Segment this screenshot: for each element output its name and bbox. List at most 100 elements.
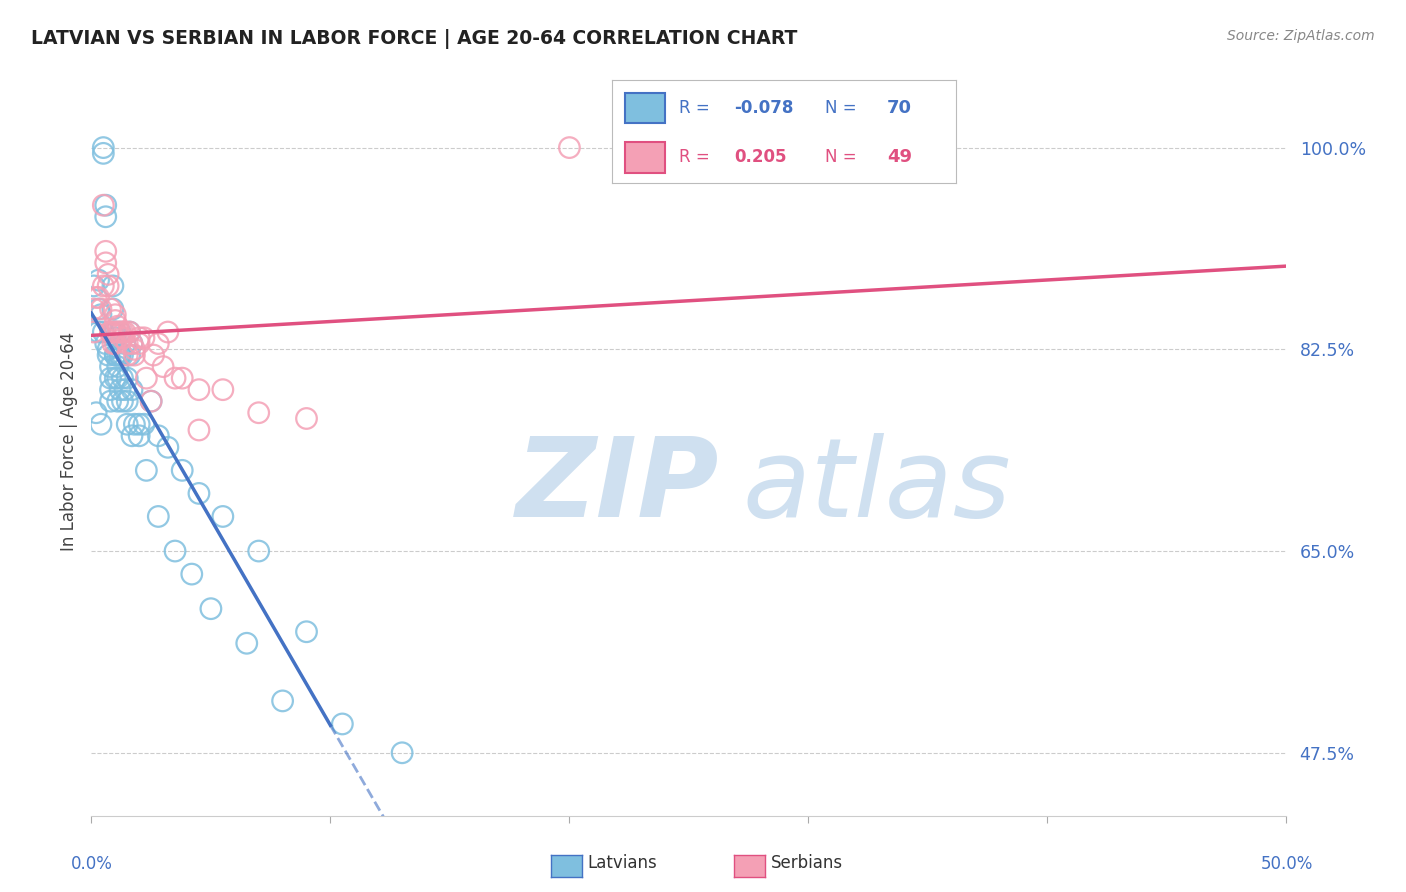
Point: [124, 343, 146, 357]
Point: [111, 394, 134, 409]
Point: [172, 371, 194, 385]
Text: ZIP: ZIP: [516, 433, 718, 540]
Point: [108, 383, 131, 397]
Point: [94, 256, 117, 270]
Text: Latvians: Latvians: [588, 855, 658, 872]
Point: [100, 394, 122, 409]
Point: [132, 417, 155, 432]
Point: [97, 268, 120, 282]
Point: [83, 325, 105, 339]
Text: LATVIAN VS SERBIAN IN LABOR FORCE | AGE 20-64 CORRELATION CHART: LATVIAN VS SERBIAN IN LABOR FORCE | AGE …: [31, 29, 797, 49]
Point: [118, 348, 141, 362]
Text: N =: N =: [825, 148, 856, 166]
Point: [114, 325, 136, 339]
Point: [107, 394, 129, 409]
Point: [104, 371, 127, 385]
Point: [121, 429, 143, 443]
Point: [107, 319, 129, 334]
Text: R =: R =: [679, 99, 710, 117]
Point: [141, 394, 162, 409]
Text: 50.0%: 50.0%: [1260, 855, 1313, 873]
Point: [104, 331, 127, 345]
Point: [100, 325, 122, 339]
Point: [118, 325, 141, 339]
Point: [97, 343, 120, 357]
Point: [114, 383, 136, 397]
Point: [90, 417, 112, 432]
Point: [128, 417, 150, 432]
Point: [100, 301, 122, 316]
FancyBboxPatch shape: [626, 93, 665, 123]
Point: [104, 308, 127, 322]
Point: [111, 348, 134, 362]
Point: [332, 717, 354, 731]
Point: [87, 290, 110, 304]
Point: [90, 308, 112, 322]
Point: [84, 290, 107, 304]
Point: [247, 406, 270, 420]
Point: [187, 423, 211, 437]
Text: Serbians: Serbians: [770, 855, 842, 872]
Point: [142, 348, 165, 362]
Point: [108, 348, 131, 362]
Point: [156, 325, 179, 339]
Point: [100, 371, 122, 385]
Point: [107, 325, 129, 339]
Point: [104, 348, 127, 362]
Point: [97, 348, 120, 362]
Point: [148, 429, 170, 443]
Point: [100, 325, 122, 339]
Point: [211, 383, 233, 397]
Point: [100, 359, 122, 374]
Point: [115, 348, 138, 362]
Point: [101, 301, 124, 316]
Point: [124, 348, 146, 362]
Point: [247, 544, 270, 558]
Point: [108, 325, 131, 339]
Y-axis label: In Labor Force | Age 20-64: In Labor Force | Age 20-64: [59, 332, 77, 551]
Point: [124, 417, 146, 432]
Point: [148, 336, 170, 351]
Point: [93, 325, 114, 339]
Point: [104, 325, 127, 339]
Point: [90, 301, 112, 316]
Point: [187, 486, 211, 500]
Point: [93, 140, 114, 154]
Point: [93, 198, 114, 212]
Point: [114, 336, 136, 351]
Point: [391, 746, 413, 760]
Point: [132, 331, 155, 345]
Point: [558, 140, 581, 154]
Point: [101, 279, 124, 293]
Point: [93, 279, 114, 293]
Text: -0.078: -0.078: [734, 99, 793, 117]
Point: [84, 406, 107, 420]
Point: [111, 325, 134, 339]
Text: 70: 70: [887, 99, 912, 117]
Point: [135, 463, 157, 477]
Point: [121, 336, 143, 351]
Point: [104, 348, 127, 362]
Point: [87, 301, 110, 316]
Point: [101, 325, 124, 339]
Point: [180, 567, 202, 582]
Point: [83, 279, 105, 293]
Point: [107, 371, 129, 385]
Text: 49: 49: [887, 148, 912, 166]
Point: [115, 371, 138, 385]
Point: [187, 383, 211, 397]
Point: [172, 463, 194, 477]
Text: 0.0%: 0.0%: [70, 855, 112, 873]
Text: N =: N =: [825, 99, 856, 117]
Text: R =: R =: [679, 148, 710, 166]
Point: [118, 325, 141, 339]
Point: [108, 325, 131, 339]
Point: [83, 301, 105, 316]
Point: [115, 417, 138, 432]
Point: [108, 348, 131, 362]
Point: [100, 383, 122, 397]
Point: [87, 325, 110, 339]
Point: [148, 509, 170, 524]
Point: [163, 544, 186, 558]
Point: [104, 336, 127, 351]
